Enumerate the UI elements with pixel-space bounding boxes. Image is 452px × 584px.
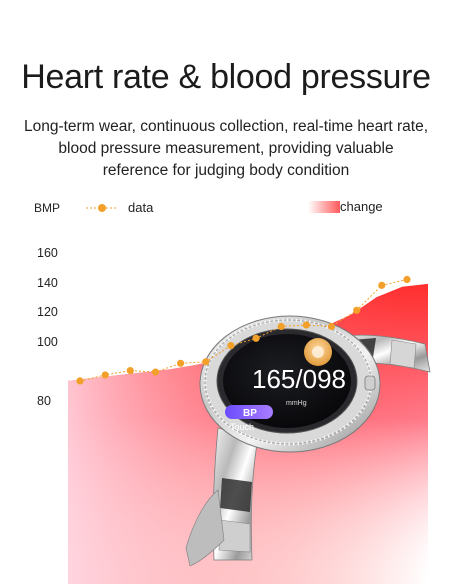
watch-band-lower: [185, 427, 259, 567]
data-point-5: [177, 359, 185, 367]
legend-data-sample: [86, 204, 118, 212]
y-tick-120: 120: [37, 305, 58, 319]
subtitle-line-2: blood pressure measurement, providing va…: [58, 140, 394, 157]
data-point-13: [378, 281, 386, 289]
data-point-9: [277, 322, 285, 331]
data-series-layer: [76, 275, 411, 385]
y-tick-100: 100: [37, 335, 58, 349]
y-tick-140: 140: [37, 276, 58, 290]
bp-mode-label: BP: [243, 408, 257, 419]
crown-button: [364, 375, 376, 391]
data-point-4: [151, 368, 160, 376]
legend-change-label: change: [340, 199, 383, 214]
page-title: Heart rate & blood pressure: [21, 58, 431, 96]
y-tick-160: 160: [37, 246, 58, 260]
bp-unit: mmHg: [286, 400, 307, 407]
data-point-3: [126, 367, 134, 375]
data-point-7: [227, 342, 235, 350]
legend-data-label: data: [128, 200, 154, 215]
data-point-10: [302, 321, 310, 329]
subtitle-line-1: Long-term wear, continuous collection, r…: [23, 118, 429, 135]
blood-pressure-icon-core: [312, 346, 324, 358]
data-point-1: [76, 377, 84, 385]
bp-reading: 165/098: [252, 364, 346, 394]
data-point-12: [353, 306, 361, 314]
bp-mode-pill: [225, 405, 273, 419]
data-point-14: [403, 275, 411, 284]
data-point-6: [202, 358, 210, 366]
data-point-8: [252, 334, 260, 342]
data-point-2: [101, 371, 109, 379]
y-axis-label: BMP: [34, 201, 61, 215]
legend-change-swatch: [308, 201, 340, 213]
touch-hint: Touch: [230, 422, 254, 432]
data-point-11: [327, 322, 336, 331]
watch-screen: [223, 334, 351, 428]
subtitle: Long-term wear, continuous collection, r…: [12, 116, 440, 182]
subtitle-line-3: reference for judging body condition: [102, 162, 350, 179]
y-tick-80: 80: [37, 394, 51, 408]
